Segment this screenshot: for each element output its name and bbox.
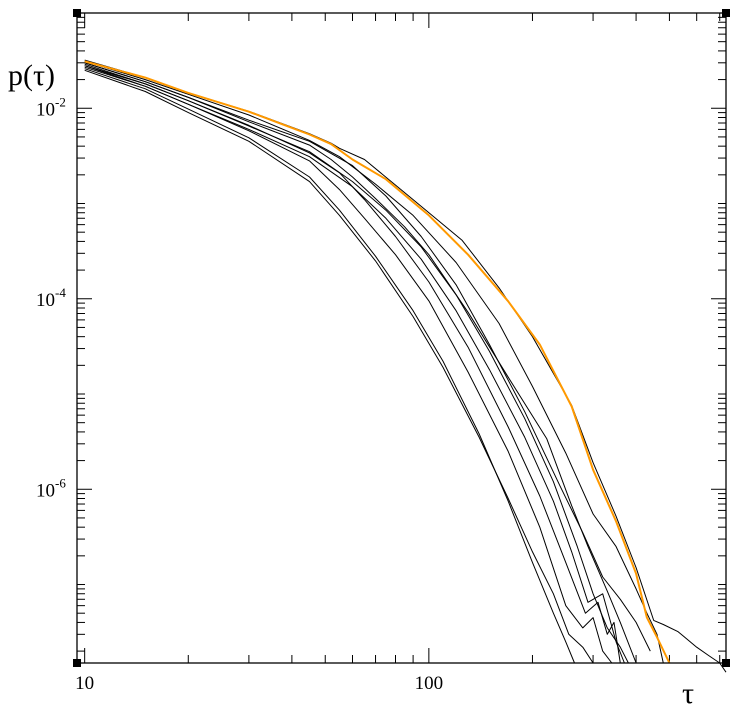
series-line-10 xyxy=(84,59,727,673)
series-line-9 xyxy=(84,60,664,664)
y-tick-label: 10-6 xyxy=(36,475,66,501)
x-tick-label: 100 xyxy=(415,673,444,694)
series-line-2 xyxy=(84,65,621,664)
y-tick-label: 10-4 xyxy=(36,285,66,311)
series-line-8 xyxy=(84,62,651,652)
series-line-1 xyxy=(84,62,637,664)
plot-frame xyxy=(76,12,727,664)
series-line-7 xyxy=(84,65,625,664)
y-axis-label: p(τ) xyxy=(8,59,55,92)
series-line-5 xyxy=(84,69,594,664)
corner-handle xyxy=(722,659,730,667)
corner-handle xyxy=(73,659,81,667)
series-line-3 xyxy=(84,66,613,664)
series-line-highlight xyxy=(84,60,671,664)
series-line-4 xyxy=(84,68,575,664)
series-group xyxy=(84,59,727,673)
x-tick-label: 10 xyxy=(75,673,94,694)
tick-labels: 10 100 10-2 10-4 10-6 xyxy=(36,94,443,694)
series-line-6 xyxy=(84,63,629,664)
corner-handle xyxy=(73,9,81,17)
corner-handles xyxy=(73,9,730,667)
axis-ticks xyxy=(77,12,726,663)
x-axis-label: τ xyxy=(682,677,694,710)
y-tick-label: 10-2 xyxy=(36,94,66,120)
corner-handle xyxy=(722,9,730,17)
